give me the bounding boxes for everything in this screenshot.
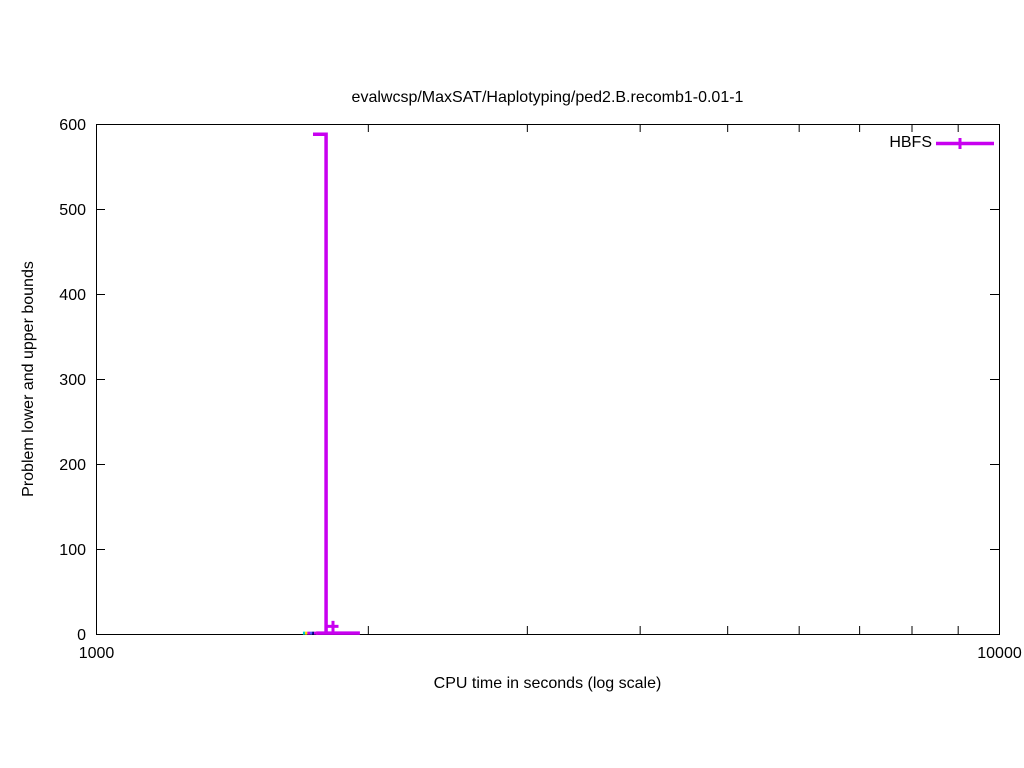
x-tick-label: 10000: [977, 645, 1022, 662]
y-tick-label: 200: [59, 457, 86, 474]
x-axis-label: CPU time in seconds (log scale): [433, 675, 662, 692]
y-tick-label: 600: [59, 117, 86, 134]
y-tick-label: 0: [77, 627, 86, 644]
legend-label: HBFS: [889, 134, 932, 151]
x-tick-label: 1000: [79, 645, 115, 662]
y-tick-label: 500: [59, 202, 86, 219]
chart-title: evalwcsp/MaxSAT/Haplotyping/ped2.B.recom…: [351, 89, 744, 106]
y-tick-label: 100: [59, 542, 86, 559]
y-tick-label: 300: [59, 372, 86, 389]
series-HBFS-upper-bound: [312, 132, 328, 634]
y-axis-label: Problem lower and upper bounds: [20, 261, 37, 497]
y-tick-label: 400: [59, 287, 86, 304]
plot-border: [96, 124, 1000, 635]
